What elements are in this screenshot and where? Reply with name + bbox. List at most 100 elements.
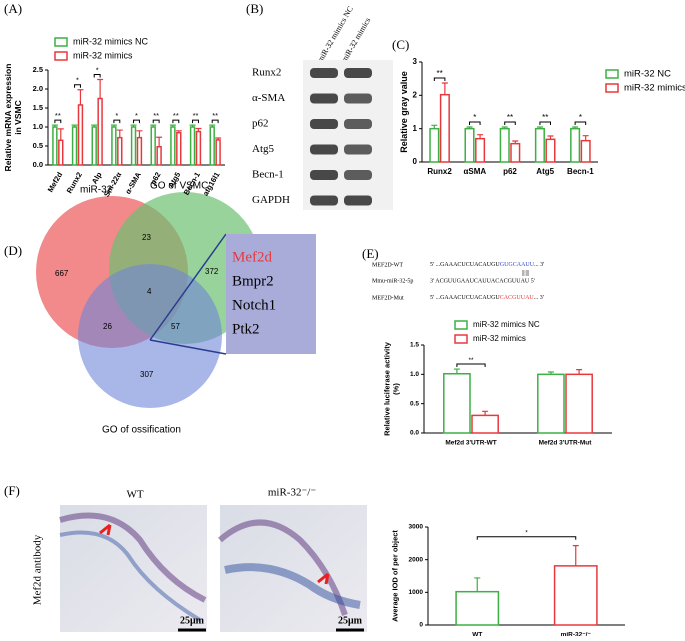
band [310,119,338,129]
significance: * [76,76,79,85]
bar [215,139,221,166]
connector [149,233,227,341]
seed-site: GUGCAAUU [500,262,535,268]
bar [195,130,202,166]
panel-label: (F) [4,483,20,498]
venn: miR-32 GO of VSMC GO of ossification 667… [36,181,316,436]
y-tick-label: 0.5 [33,141,43,150]
column-label: WT [126,489,143,501]
y-tick-label: 1.5 [410,342,419,349]
gene: Bmpr2 [232,273,274,289]
error-bar [441,82,448,95]
panel-label: (A) [4,1,22,16]
bar [117,136,123,166]
error-bar [547,135,554,140]
seq-name: MEF2D-WT [372,262,403,268]
bar [97,97,103,166]
bar [150,126,156,166]
region-count: 23 [142,233,151,242]
bar [111,126,117,166]
vessel-wall [218,519,348,616]
error-bar [572,545,579,566]
significance: * [115,111,118,120]
band [310,93,338,104]
significance: ** [436,69,442,78]
bar [499,127,510,163]
legend-label: miR-32 mimics [624,83,685,94]
bar [71,126,78,166]
error-bar [116,129,123,138]
x-tick-label: Mef2d [46,170,65,194]
error-bar [453,368,460,374]
y-tick-label: 1000 [409,589,424,596]
bar [170,126,176,166]
legend-swatch [454,320,468,330]
legend-label: miR-32 mimics NC [473,320,540,329]
blot-bg [303,60,393,210]
y-tick-label: 0 [413,157,418,166]
y-tick-label: 0 [419,622,423,629]
panel-label: (E) [362,246,379,261]
seq: 5' ...GAAACUCUACAUGU [430,262,500,268]
seq: ... 3' [534,262,544,268]
micrograph [60,505,207,632]
sig-bracket [152,119,160,124]
scale-label: 25μm [180,615,205,626]
region-count: 307 [140,370,154,379]
error-bar [169,124,176,127]
x-tick-label: p62 [503,167,517,176]
x-tick-label: Runx2 [427,167,452,176]
bar [156,146,162,166]
sig-bracket [113,119,121,124]
sig-bracket [476,536,577,540]
y-tick-label: 3 [413,57,418,66]
seq: ... 3' [534,295,544,301]
bar [52,126,58,166]
x-tick-label: Becn-1 [567,167,594,176]
error-bar [97,78,104,99]
y-axis-label: Relative gray value [399,71,409,153]
significance: ** [173,111,179,120]
y-tick-label: 1.0 [33,122,43,131]
sig-bracket [54,119,62,124]
error-bar [572,126,579,129]
label-line: Relative gray value [399,71,409,153]
band [310,144,338,155]
sequences: MEF2D-WT 5' ...GAAACUCUACAUGUGUGCAAUU...… [372,262,544,301]
set-label: GO of VSMC [150,181,208,192]
x-tick-label: Alp [90,170,104,185]
error-bar [150,124,157,127]
row-label: Mef2d antibody [32,534,44,605]
label-line: Relative mRNA expression [3,64,13,172]
band [344,144,372,155]
label-line: (%) [391,383,400,395]
legend-label: miR-32 mimics [73,50,133,60]
y-tick-label: 0.0 [33,160,43,169]
significance: ** [468,357,474,364]
significance: ** [542,113,548,122]
legend-label: miR-32 mimics [473,334,526,343]
x-tick-label: WT [472,632,482,636]
panel-label: (C) [392,37,409,52]
y-tick-label: 2 [413,90,418,99]
set-label: GO of ossification [102,425,181,436]
bar [209,126,215,166]
bar [130,126,137,166]
bar [553,565,598,626]
x-tick-label: Atg5 [536,167,554,176]
gene: Notch1 [232,297,276,313]
band [344,93,372,104]
bar [439,93,450,163]
sig-bracket [74,84,81,88]
y-axis-label: Average IOD of per object [390,530,399,622]
bar [429,127,440,163]
error-bar [51,124,58,127]
blot-row-label: α-SMA [252,92,285,104]
scale-label: 25μm [338,615,363,626]
legend-swatch [54,37,68,47]
error-bar [576,369,583,375]
x-tick-label: miR-32⁻/⁻ [561,632,592,636]
gene: Mef2d [232,249,272,265]
significance: * [96,65,99,74]
sig-bracket [469,121,481,125]
